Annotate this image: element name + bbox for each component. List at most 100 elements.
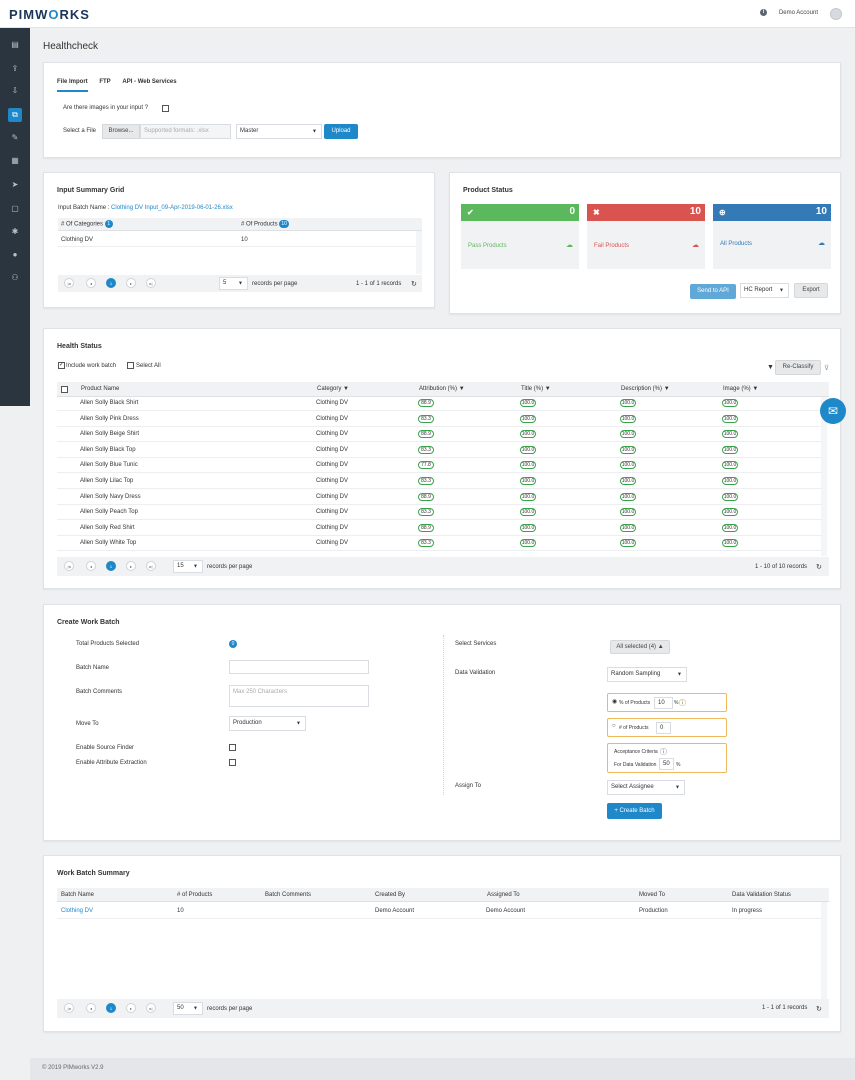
first-page-button[interactable]: |◂	[64, 1003, 74, 1013]
tab-ftp[interactable]: FTP	[99, 79, 111, 85]
export-button[interactable]: Export	[794, 283, 828, 298]
file-input[interactable]: Supported formats: .xlsx	[140, 124, 231, 139]
user-icon[interactable]: ●	[12, 250, 18, 259]
filter-icon[interactable]: ▼	[767, 364, 774, 371]
filter-icon[interactable]: ▼	[544, 386, 551, 392]
healthcheck-icon[interactable]: ⧉	[8, 108, 22, 122]
refresh-icon[interactable]: ↻	[816, 564, 822, 571]
source-finder-checkbox[interactable]	[229, 744, 236, 751]
col-image[interactable]: Image (%) ▼	[723, 386, 759, 392]
attr-extraction-checkbox[interactable]	[229, 759, 236, 766]
health-scrollbar[interactable]	[821, 397, 827, 556]
filter-icon[interactable]: ▼	[752, 386, 759, 392]
product-name-cell[interactable]: Allen Solly Black Top	[80, 446, 136, 453]
create-batch-button[interactable]: + Create Batch	[607, 803, 662, 819]
data-validation-select[interactable]: Random Sampling ▼	[607, 667, 687, 682]
all-products-box[interactable]: ⊕ 10 All Products ☁	[713, 204, 831, 269]
col-product-name[interactable]: Product Name	[81, 386, 120, 392]
batch-summary-scrollbar[interactable]	[821, 902, 827, 999]
header-select-checkbox[interactable]	[61, 386, 68, 393]
account-name[interactable]: Demo Account	[778, 10, 818, 16]
product-name-cell[interactable]: Allen Solly Lilac Top	[80, 478, 134, 484]
edit-icon[interactable]: ✎	[11, 133, 19, 142]
pass-products-box[interactable]: ✔ 0 Pass Products ☁	[461, 204, 579, 269]
upload-button[interactable]: Upload	[324, 124, 358, 139]
last-page-button[interactable]: ▸|	[146, 278, 156, 288]
master-select[interactable]: Master ▼	[236, 124, 322, 139]
info-icon[interactable]: i	[760, 9, 767, 16]
last-page-button[interactable]: ▸|	[146, 1003, 156, 1013]
first-page-button[interactable]: |◂	[64, 278, 74, 288]
page-1-button[interactable]: 1	[106, 1003, 116, 1013]
mail-icon[interactable]: ✉	[820, 398, 846, 424]
product-name-cell[interactable]: Allen Solly White Top	[80, 540, 137, 547]
services-select[interactable]: All selected (4) ▲	[610, 640, 670, 654]
col-category[interactable]: Category ▼	[317, 386, 349, 392]
send-to-api-button[interactable]: Send to API	[690, 284, 736, 299]
info-icon[interactable]: ⓘ	[660, 749, 667, 756]
next-page-button[interactable]: ▸	[126, 561, 136, 571]
browse-button[interactable]: Browse...	[102, 124, 140, 139]
col-attribution[interactable]: Attribution (%) ▼	[419, 386, 465, 392]
num-products-radio[interactable]: ○	[612, 723, 616, 729]
batch-name-link[interactable]: Clothing DV Input_09-Apr-2019-06-01-26.x…	[111, 205, 233, 211]
dashboard-icon[interactable]: ▤	[11, 40, 19, 49]
cloud-download-icon[interactable]: ☁	[692, 242, 699, 249]
list-icon[interactable]: ▦	[11, 156, 19, 165]
reclassify-button[interactable]: Re-Classify	[775, 360, 821, 375]
prev-page-button[interactable]: ◂	[86, 561, 96, 571]
product-name-cell[interactable]: Allen Solly Beige Shirt	[80, 431, 140, 438]
prev-page-button[interactable]: ◂	[86, 278, 96, 288]
summary-scrollbar[interactable]	[416, 231, 422, 274]
for-dv-input[interactable]: 50	[659, 758, 674, 770]
batch-page-size[interactable]: 50 ▼	[173, 1002, 203, 1015]
cloud-download-icon[interactable]: ☁	[566, 242, 573, 249]
settings-icon[interactable]: ✱	[11, 227, 19, 236]
move-to-select[interactable]: Production ▼	[229, 716, 306, 731]
batch-comments-input[interactable]: Max 250 Characters	[229, 685, 369, 707]
next-page-button[interactable]: ▸	[126, 1003, 136, 1013]
upload-icon[interactable]: ⇪	[11, 64, 19, 73]
select-all-checkbox[interactable]	[127, 362, 134, 369]
refresh-icon[interactable]: ↻	[411, 281, 417, 288]
cloud-download-icon[interactable]: ☁	[818, 240, 825, 247]
health-page-size[interactable]: 15 ▼	[173, 560, 203, 573]
refresh-icon[interactable]: ↻	[816, 1006, 822, 1013]
download-icon[interactable]: ⇩	[11, 86, 19, 95]
include-work-batch-checkbox[interactable]	[58, 361, 65, 369]
images-checkbox[interactable]	[162, 105, 169, 112]
col-description[interactable]: Description (%) ▼	[621, 386, 670, 392]
pct-products-input[interactable]: 10	[654, 697, 673, 709]
product-name-cell[interactable]: Allen Solly Navy Dress	[80, 493, 141, 500]
prev-page-button[interactable]: ◂	[86, 1003, 96, 1013]
batch-name-input[interactable]	[229, 660, 369, 674]
hc-report-select[interactable]: HC Report ▼	[740, 283, 789, 298]
num-products-input[interactable]: 0	[656, 722, 671, 734]
tab-file-import[interactable]: File Import	[57, 79, 88, 92]
last-page-button[interactable]: ▸|	[146, 561, 156, 571]
logo[interactable]: PIMWORKS	[9, 7, 90, 22]
users-icon[interactable]: ⚇	[11, 273, 19, 282]
info-icon[interactable]: ⓘ	[679, 700, 686, 707]
summary-page-size[interactable]: 5 ▼	[219, 277, 248, 290]
product-name-cell[interactable]: Allen Solly Black Shirt	[80, 400, 139, 406]
col-title[interactable]: Title (%) ▼	[521, 386, 551, 392]
batch-name-link[interactable]: Clothing DV	[61, 908, 94, 914]
assign-to-select[interactable]: Select Assignee ▼	[607, 780, 685, 795]
filter-icon[interactable]: ▼	[343, 386, 349, 392]
product-name-cell[interactable]: Allen Solly Red Shirt	[80, 524, 135, 531]
product-name-cell[interactable]: Allen Solly Blue Tunic	[80, 462, 138, 469]
filter-icon[interactable]: ▼	[458, 386, 465, 392]
filter-icon[interactable]: ▼	[663, 386, 670, 392]
product-name-cell[interactable]: Allen Solly Pink Dress	[80, 415, 139, 422]
fail-products-box[interactable]: ✖ 10 Fail Products ☁	[587, 204, 705, 269]
page-1-button[interactable]: 1	[106, 561, 116, 571]
product-name-cell[interactable]: Allen Solly Peach Top	[80, 509, 138, 516]
send-icon[interactable]: ➤	[11, 180, 19, 189]
page-1-button[interactable]: 1	[106, 278, 116, 288]
next-page-button[interactable]: ▸	[126, 278, 136, 288]
clear-filter-icon[interactable]: ⊽	[824, 365, 830, 372]
tab-api[interactable]: API - Web Services	[122, 79, 177, 85]
pct-products-radio[interactable]: ◉	[612, 699, 618, 705]
report-icon[interactable]: ▢	[11, 204, 19, 213]
